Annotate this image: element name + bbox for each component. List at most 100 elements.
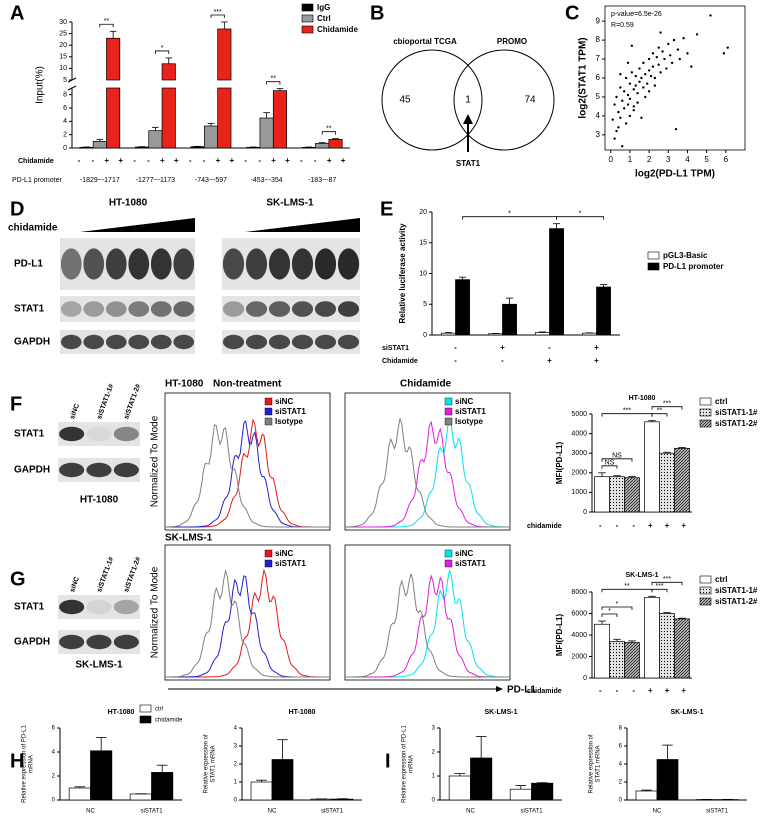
- treatment-sign: -: [78, 156, 81, 165]
- bar: [79, 146, 94, 149]
- panel-label: H: [10, 750, 24, 772]
- legend-label: ctrl: [715, 397, 727, 406]
- significance-label: ***: [663, 401, 671, 408]
- panel-label: A: [10, 2, 24, 24]
- y-axis-label: MFI(PD-L1): [555, 614, 564, 657]
- legend-swatch: [699, 408, 712, 417]
- treatment-sign: +: [271, 156, 276, 165]
- blot-row-label: STAT1: [14, 304, 45, 315]
- blot-band: [245, 334, 268, 350]
- chart-title: SK-LMS-1: [484, 709, 517, 716]
- legend-label: siSTAT1-2#: [715, 597, 758, 606]
- legend-swatch: [264, 549, 273, 558]
- point: [678, 57, 681, 61]
- chart-title: HT-1080: [289, 709, 316, 716]
- bar: [535, 332, 550, 336]
- blot-band: [59, 426, 85, 442]
- flow-frame: [164, 392, 331, 531]
- venn-circle: [453, 49, 555, 151]
- bar: [509, 788, 532, 801]
- x-tick-label: -183~-87: [308, 177, 336, 184]
- point: [695, 33, 699, 36]
- point: [615, 95, 618, 99]
- bar: [271, 759, 294, 801]
- point: [661, 50, 664, 53]
- legend-swatch: [139, 715, 152, 724]
- blot-band: [86, 634, 112, 650]
- point: [653, 84, 657, 87]
- blot-band: [314, 334, 337, 350]
- blot-band: [83, 301, 105, 317]
- y-tick-label: 9: [596, 16, 601, 25]
- y-tick-label: 2: [52, 774, 56, 780]
- treatment-sign: +: [665, 521, 670, 530]
- blot-band: [291, 334, 314, 350]
- significance-label: *: [579, 211, 582, 218]
- point: [722, 52, 726, 55]
- treatment-sign: -: [244, 156, 247, 165]
- y-axis-label: mRNA: [409, 755, 415, 773]
- point: [682, 37, 685, 40]
- y-tick-label: 0: [583, 509, 587, 516]
- blot-band: [83, 248, 105, 280]
- legend-label: siNC: [275, 397, 293, 406]
- legend-swatch: [699, 419, 712, 428]
- venn-count: 45: [399, 95, 411, 106]
- legend-swatch: [699, 575, 712, 584]
- blot-background: [222, 296, 360, 322]
- venn-count: 1: [465, 95, 471, 106]
- legend-label: Ctrl: [317, 14, 331, 23]
- legend-label: siSTAT1-1#: [715, 586, 758, 595]
- treatment-sign: +: [341, 156, 346, 165]
- legend-label: siSTAT1: [275, 407, 306, 416]
- y-axis-label: MFI(PD-L1): [555, 442, 564, 485]
- venn-count: 74: [524, 95, 536, 106]
- y-tick-label: 6: [63, 105, 67, 112]
- blot-band: [128, 334, 150, 350]
- point: [659, 31, 662, 34]
- legend-label: siNC: [275, 549, 293, 558]
- significance-bracket: [266, 81, 281, 85]
- blot-background: [222, 330, 360, 354]
- y-tick-label: 2: [432, 750, 436, 756]
- annotation: R=0.59: [611, 22, 634, 29]
- legend-label: IgG: [317, 3, 330, 12]
- blot-band: [314, 248, 337, 280]
- treatment-sign: -: [300, 156, 303, 165]
- legend-label: siSTAT1-2#: [715, 419, 758, 428]
- bar: [674, 447, 690, 513]
- flow-y-label: Normalized To Mode: [150, 415, 161, 507]
- legend-swatch: [647, 262, 660, 271]
- point: [626, 103, 630, 106]
- point: [665, 67, 668, 70]
- y-tick-label: 0: [63, 145, 67, 152]
- y-tick-label: 30: [59, 19, 67, 26]
- treatment-sign: +: [665, 686, 670, 695]
- point: [647, 69, 651, 72]
- histogram-curve: [345, 573, 510, 678]
- blot-band: [105, 334, 127, 350]
- y-tick-label: 1: [432, 774, 436, 780]
- y-axis-label: Relative luciferase activity: [398, 223, 407, 324]
- treatment-sign: -: [454, 343, 457, 352]
- significance-bracket: [651, 413, 668, 417]
- x-tick-label: 5: [704, 155, 709, 164]
- point: [647, 90, 651, 93]
- significance-label: ***: [663, 576, 671, 583]
- point: [632, 109, 635, 112]
- legend-label: Isotype: [275, 417, 304, 426]
- significance-label: *: [161, 45, 164, 52]
- x-tick-label: NC: [86, 809, 95, 815]
- bar: [635, 790, 658, 801]
- flow-y-label: Normalized To Mode: [150, 566, 161, 658]
- significance-bracket: [651, 581, 683, 586]
- blot-band: [113, 634, 139, 650]
- blot-band: [291, 248, 314, 280]
- significance-label: *: [508, 211, 511, 218]
- blot-band: [113, 426, 139, 442]
- blot-band: [128, 301, 150, 317]
- point: [649, 74, 653, 78]
- blot-cell-line: HT-1080: [80, 495, 119, 506]
- blot-band: [314, 301, 337, 317]
- x-tick-label: 0: [609, 155, 614, 164]
